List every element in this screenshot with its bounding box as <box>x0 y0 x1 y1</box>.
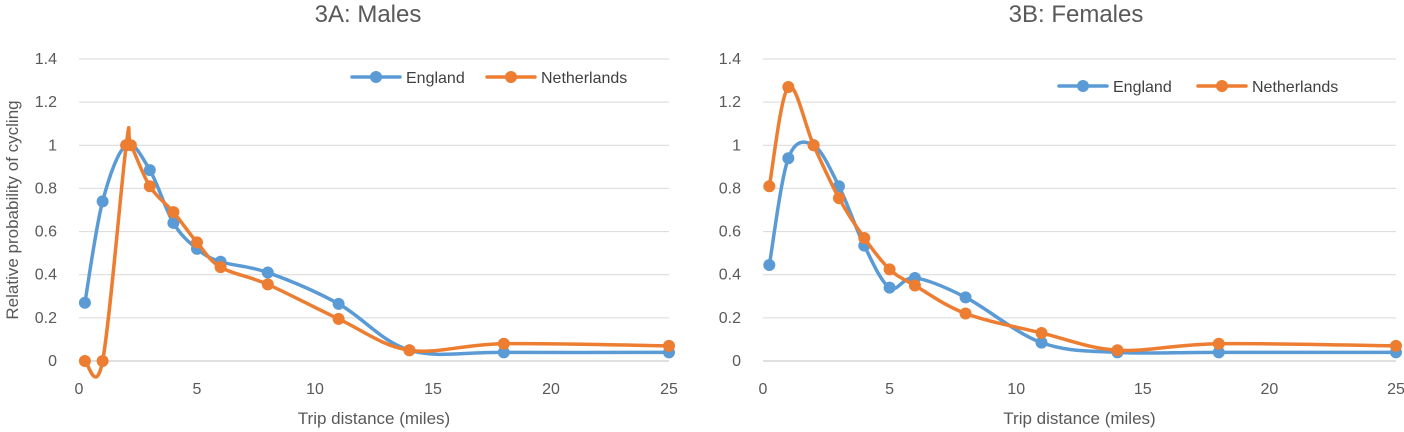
data-point-netherlands <box>1035 326 1048 339</box>
data-point-england <box>167 216 180 229</box>
chart-panel-females: 3B: Females 0 0.2 0.4 0.6 0.8 1 1.2 1.4 0 5 10 15 20 2… <box>719 1 1404 428</box>
y-tick-label: 0 <box>732 353 741 370</box>
data-point-england <box>763 259 776 272</box>
series-netherlands <box>78 126 675 379</box>
data-point-netherlands <box>78 355 91 367</box>
legend-label-netherlands: Netherlands <box>541 70 627 87</box>
x-axis-title: Trip distance (miles) <box>298 409 450 428</box>
x-tick-label: 20 <box>542 381 560 398</box>
y-tick-label: 0.2 <box>35 310 57 327</box>
series-england <box>78 139 675 359</box>
data-point-netherlands <box>96 355 109 367</box>
series-line-netherlands <box>767 84 1398 353</box>
legend-label-england: England <box>406 70 465 87</box>
y-axis-title: Relative probability of cycling <box>3 100 22 319</box>
data-point-england <box>1212 346 1225 359</box>
data-point-england <box>782 152 795 165</box>
legend-item-netherlands: Netherlands <box>1196 79 1338 96</box>
x-tick-label: 10 <box>1007 381 1025 398</box>
y-tick-label: 0.4 <box>35 267 57 284</box>
data-point-england <box>332 297 345 310</box>
x-tick-label: 15 <box>424 381 442 398</box>
legend-marker-netherlands <box>505 71 517 83</box>
y-tick-label: 0.6 <box>35 224 57 241</box>
series-england <box>763 139 1402 359</box>
data-point-england <box>78 296 91 309</box>
data-point-netherlands <box>497 337 510 350</box>
data-point-netherlands <box>832 192 845 205</box>
chart-panel-males: 3A: Males 0 0.2 0.4 0.6 0.8 1 1.2 1.4 0 5 10 15 20 25 T… <box>3 1 678 428</box>
y-tick-label: 0.4 <box>719 267 741 284</box>
data-point-netherlands <box>858 232 871 245</box>
data-point-netherlands <box>261 278 274 291</box>
legend-marker-england <box>1077 80 1089 92</box>
chart-title: 3A: Males <box>315 1 422 28</box>
x-tick-label: 10 <box>306 381 324 398</box>
data-point-england <box>497 346 510 359</box>
data-point-netherlands <box>403 344 416 357</box>
y-tick-label: 1.4 <box>35 51 57 68</box>
series-line-england <box>83 142 671 357</box>
y-tick-label: 0 <box>48 353 57 370</box>
x-tick-label: 15 <box>1134 381 1152 398</box>
x-tick-label: 0 <box>75 381 84 398</box>
legend-label-england: England <box>1113 79 1172 96</box>
x-tick-label: 5 <box>885 381 894 398</box>
legend-item-england: England <box>350 70 465 87</box>
data-point-netherlands <box>167 206 180 219</box>
data-point-netherlands <box>143 180 156 193</box>
data-point-netherlands <box>214 261 227 274</box>
data-point-netherlands <box>332 312 345 325</box>
data-point-netherlands <box>191 236 203 249</box>
y-tick-label: 1 <box>48 137 57 154</box>
legend-item-netherlands: Netherlands <box>485 70 627 87</box>
x-axis-title: Trip distance (miles) <box>1003 409 1155 428</box>
legend-marker-england <box>370 71 382 83</box>
legend-item-england: England <box>1057 79 1172 96</box>
data-point-england <box>959 291 972 304</box>
x-tick-label: 25 <box>1387 381 1404 398</box>
data-point-netherlands <box>1212 337 1225 350</box>
x-tick-label: 20 <box>1261 381 1279 398</box>
series-netherlands <box>763 81 1402 357</box>
y-tick-label: 1.2 <box>35 94 57 111</box>
legend-marker-netherlands <box>1216 80 1228 92</box>
data-point-netherlands <box>908 279 921 292</box>
data-point-netherlands <box>663 339 675 352</box>
y-tick-label: 0.8 <box>35 180 57 197</box>
data-point-netherlands <box>1111 344 1124 357</box>
x-tick-label: 25 <box>660 381 678 398</box>
data-point-netherlands <box>807 139 820 152</box>
x-tick-label: 5 <box>193 381 202 398</box>
y-tick-label: 1.2 <box>719 94 741 111</box>
data-point-netherlands <box>782 81 795 94</box>
chart-title: 3B: Females <box>1009 1 1144 28</box>
y-tick-label: 1.4 <box>719 51 741 68</box>
y-tick-label: 0.8 <box>719 180 741 197</box>
data-point-netherlands <box>883 263 896 276</box>
data-point-netherlands <box>959 307 972 320</box>
data-point-netherlands <box>124 139 137 152</box>
series-line-netherlands <box>83 126 671 379</box>
y-tick-label: 0.2 <box>719 310 741 327</box>
y-tick-label: 0.6 <box>719 224 741 241</box>
data-point-england <box>261 266 274 279</box>
legend-label-netherlands: Netherlands <box>1252 79 1338 96</box>
data-point-england <box>883 281 896 294</box>
data-point-netherlands <box>1390 339 1402 352</box>
data-point-england <box>1035 336 1048 349</box>
y-tick-label: 1 <box>732 137 741 154</box>
x-tick-label: 0 <box>759 381 768 398</box>
data-point-england <box>143 164 156 177</box>
data-point-netherlands <box>763 180 776 193</box>
data-point-england <box>96 195 109 208</box>
